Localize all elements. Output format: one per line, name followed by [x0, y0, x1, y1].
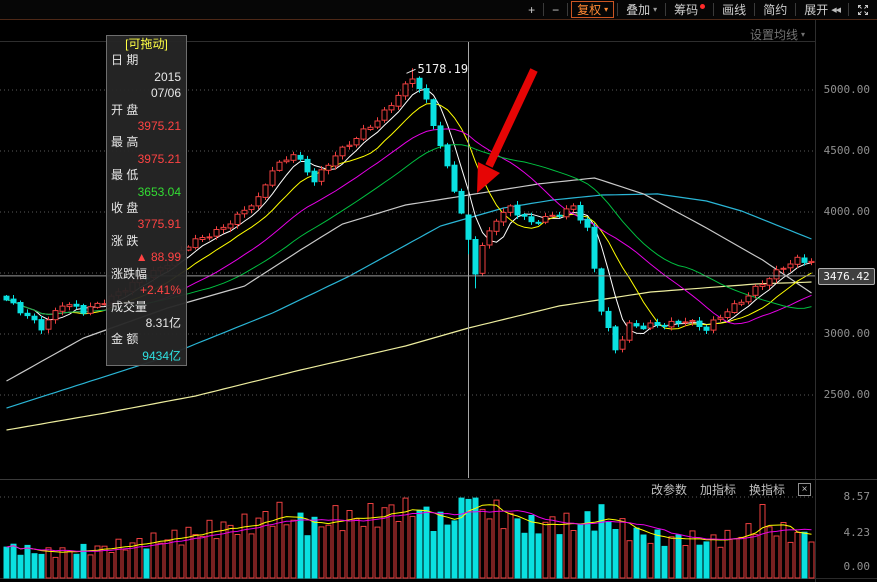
top-toolbar: + − 复权 ▾ 叠加 ▾ 筹码 画线 简约 展开 ◀◀	[0, 0, 877, 20]
expand-label: 展开	[804, 3, 829, 17]
volume-ma-10	[6, 510, 812, 552]
annotation-arrow	[477, 68, 538, 193]
last-price-badge: 3476.42	[818, 268, 875, 285]
collapse-icon: ◀◀	[831, 6, 841, 14]
tooltip-field-value: +2.41%	[139, 283, 181, 298]
ma-settings-button[interactable]: 设置均线 ▾	[750, 26, 805, 43]
toolbar-divider	[543, 3, 545, 16]
simple-mode-label: 简约	[763, 3, 788, 17]
red-dot-badge	[700, 3, 706, 9]
volume-ma-5	[6, 504, 812, 553]
zoom-in-button[interactable]: +	[520, 0, 543, 19]
price-axis-label: 2500.00	[823, 388, 870, 401]
ma-settings-label: 设置均线	[749, 28, 798, 42]
volume-axis-label: 4.23	[843, 526, 871, 539]
volume-axis-label: 8.57	[843, 490, 871, 503]
toolbar-divider	[617, 3, 619, 16]
toolbar-divider	[795, 3, 797, 16]
tooltip-field-value: 2015	[154, 69, 181, 84]
toolbar-divider	[567, 3, 569, 16]
price-axis-label: 3000.00	[823, 327, 870, 340]
tooltip-field-label: 成交量	[111, 299, 148, 314]
tooltip-field-value: 9434亿	[142, 348, 181, 363]
ma-slow-yellow	[6, 281, 812, 431]
zoom-out-label: −	[552, 2, 560, 17]
tooltip-title: [可拖动]	[125, 37, 168, 51]
peak-pointer	[406, 68, 416, 74]
price-axis-label: 4000.00	[823, 205, 870, 218]
chevron-down-icon: ▾	[653, 5, 658, 14]
indicator-toolbar: 改参数 加指标 换指标 ×	[651, 482, 811, 497]
tooltip-field-label: 金 额	[111, 332, 139, 347]
fuquan-label: 复权	[577, 3, 602, 17]
tooltip-field-label: 日 期	[111, 53, 139, 68]
tooltip-field-value: 3775.91	[137, 217, 181, 232]
tooltip-field-value: 8.31亿	[145, 315, 181, 330]
volume-axis-label: 0.00	[843, 560, 871, 573]
tooltip-field-value: 3975.21	[137, 119, 181, 134]
tooltip-field-label: 收 盘	[111, 201, 139, 216]
switch-indicator-button[interactable]: 换指标	[748, 483, 785, 497]
add-indicator-button[interactable]: 加指标	[699, 483, 736, 497]
expand-button[interactable]: 展开 ◀◀	[796, 0, 848, 19]
tooltip-field-value: ▲ 88.99	[135, 250, 181, 265]
toolbar-divider	[754, 3, 756, 16]
chips-label: 筹码	[674, 3, 699, 17]
toolbar-divider	[713, 3, 715, 16]
fullscreen-button[interactable]	[849, 0, 877, 19]
tooltip-field-value: 3653.04	[137, 184, 181, 199]
price-axis-label: 5000.00	[823, 83, 870, 96]
tooltip-field-value: 3975.21	[137, 151, 181, 166]
toolbar-divider	[848, 3, 849, 16]
ohlc-tooltip[interactable]: [可拖动] 日 期 2015 07/06 开 盘 3975.21 最 高 3975.21 最 低…	[106, 35, 187, 366]
tooltip-field-label: 涨 跌	[111, 233, 139, 248]
fullscreen-icon	[858, 4, 868, 15]
zoom-out-button[interactable]: −	[544, 0, 567, 19]
toolbar-divider	[665, 3, 667, 16]
draw-line-button[interactable]: 画线	[714, 0, 754, 19]
tooltip-field-label: 开 盘	[111, 102, 139, 117]
chips-button[interactable]: 筹码	[666, 0, 713, 19]
draw-line-label: 画线	[722, 3, 747, 17]
zoom-in-label: +	[528, 2, 536, 17]
tooltip-field-label: 最 低	[111, 168, 139, 183]
tooltip-field-value: 07/06	[150, 86, 181, 101]
overlay-label: 叠加	[626, 3, 651, 17]
change-params-button[interactable]: 改参数	[650, 483, 687, 497]
price-axis-label: 4500.00	[823, 144, 870, 157]
simple-mode-button[interactable]: 简约	[755, 0, 795, 19]
candles-layer	[3, 68, 815, 579]
close-indicator-button[interactable]: ×	[798, 483, 811, 496]
tooltip-field-label: 最 高	[111, 135, 139, 150]
peak-price-label: 5178.19	[417, 62, 469, 76]
tooltip-field-label: 涨跌幅	[111, 266, 148, 281]
chevron-down-icon: ▾	[604, 5, 609, 14]
overlay-button[interactable]: 叠加 ▾	[618, 0, 665, 19]
fuquan-button[interactable]: 复权 ▾	[571, 1, 615, 18]
chevron-down-icon: ▾	[800, 30, 805, 39]
